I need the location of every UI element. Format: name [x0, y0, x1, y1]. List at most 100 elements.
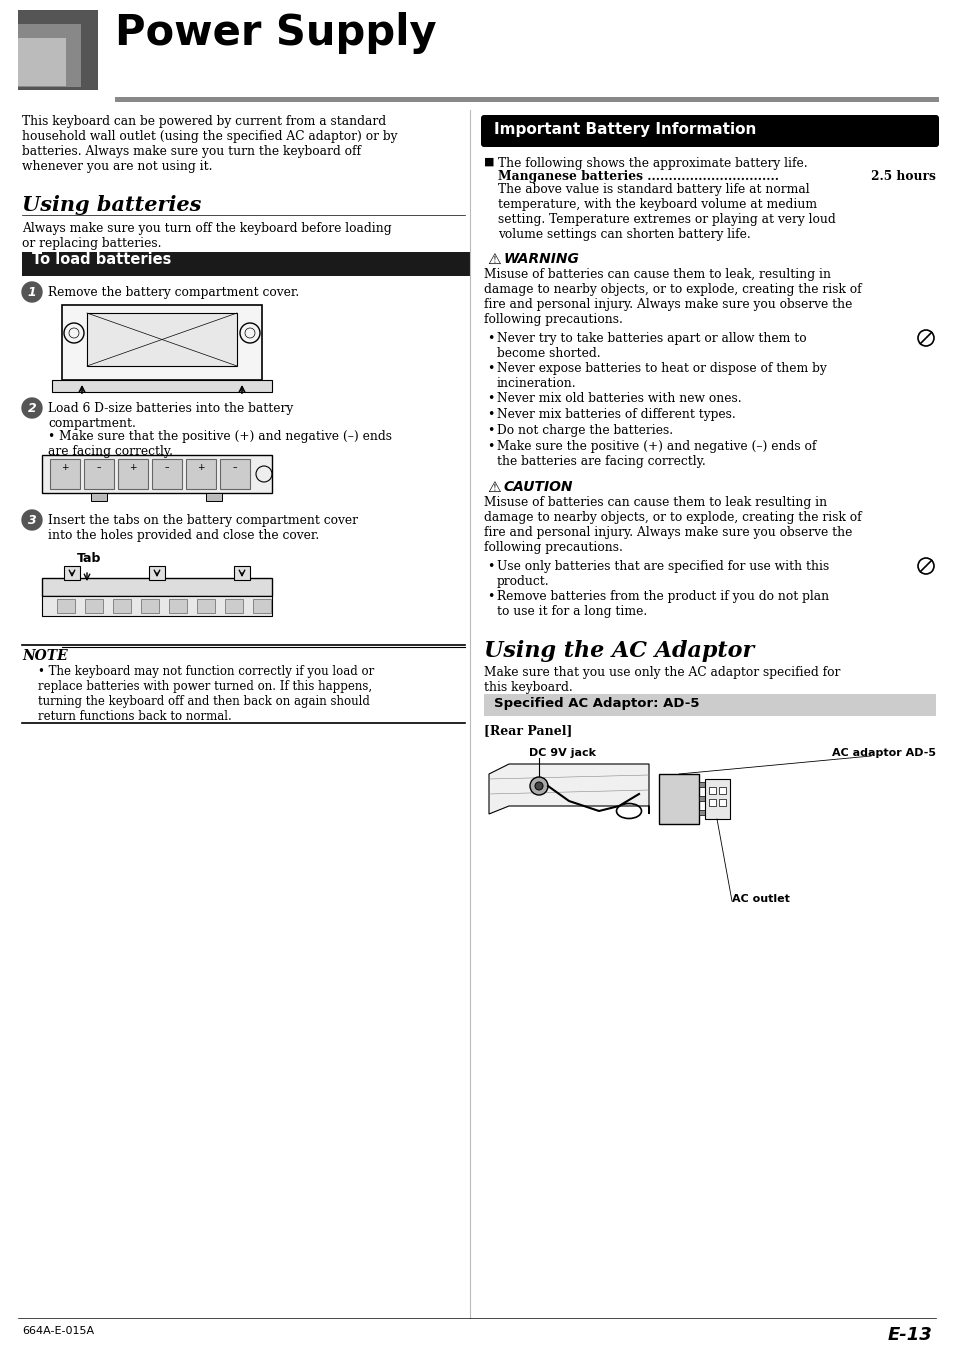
Bar — [196, 599, 214, 613]
Text: WARNING: WARNING — [503, 252, 579, 266]
Bar — [659, 774, 699, 824]
Text: 1: 1 — [28, 286, 36, 298]
Text: Remove the battery compartment cover.: Remove the battery compartment cover. — [48, 286, 299, 299]
Text: Insert the tabs on the battery compartment cover
into the holes provided and clo: Insert the tabs on the battery compartme… — [48, 514, 357, 542]
Text: Power Supply: Power Supply — [115, 12, 436, 54]
Text: • Make sure that the positive (+) and negative (–) ends
are facing correctly.: • Make sure that the positive (+) and ne… — [48, 430, 392, 458]
Text: The above value is standard battery life at normal
temperature, with the keyboar: The above value is standard battery life… — [497, 183, 835, 241]
Bar — [42, 578, 272, 596]
Bar — [708, 799, 716, 806]
Bar — [719, 787, 725, 794]
Bar — [18, 9, 98, 90]
Text: •: • — [486, 408, 494, 421]
Text: •: • — [486, 590, 494, 603]
Text: The following shows the approximate battery life.: The following shows the approximate batt… — [497, 156, 807, 170]
Text: •: • — [486, 392, 494, 404]
Text: 2.5 hours: 2.5 hours — [870, 170, 935, 183]
Bar — [699, 810, 704, 816]
Circle shape — [535, 782, 542, 790]
Text: ■: ■ — [483, 156, 494, 167]
Bar — [186, 460, 215, 489]
Text: CAUTION: CAUTION — [503, 480, 573, 493]
Text: Never mix batteries of different types.: Never mix batteries of different types. — [497, 408, 735, 421]
Text: Remove batteries from the product if you do not plan
to use it for a long time.: Remove batteries from the product if you… — [497, 590, 828, 617]
Bar — [50, 460, 80, 489]
Circle shape — [530, 776, 547, 795]
Bar — [22, 252, 470, 276]
Bar — [169, 599, 187, 613]
Bar — [84, 460, 113, 489]
Bar — [225, 599, 243, 613]
Bar — [699, 782, 704, 787]
Text: •: • — [486, 332, 494, 345]
Text: –: – — [96, 462, 101, 472]
Bar — [62, 305, 262, 380]
Text: Manganese batteries ...............................: Manganese batteries ....................… — [497, 170, 779, 183]
Text: 664A-E-015A: 664A-E-015A — [22, 1326, 94, 1336]
Text: Make sure the positive (+) and negative (–) ends of
the batteries are facing cor: Make sure the positive (+) and negative … — [497, 439, 816, 468]
Bar — [18, 24, 81, 88]
Bar — [719, 799, 725, 806]
Bar — [112, 599, 131, 613]
Bar — [704, 779, 729, 820]
Text: •: • — [486, 425, 494, 437]
Text: +: + — [197, 462, 205, 472]
Text: Important Battery Information: Important Battery Information — [494, 123, 756, 137]
Text: ⚠: ⚠ — [486, 252, 500, 267]
Text: 2: 2 — [28, 402, 36, 414]
Text: •: • — [486, 559, 494, 573]
Text: Do not charge the batteries.: Do not charge the batteries. — [497, 425, 673, 437]
Bar — [220, 460, 250, 489]
Bar — [87, 313, 236, 367]
Bar — [52, 380, 272, 392]
Text: +: + — [61, 462, 69, 472]
Text: [Rear Panel]: [Rear Panel] — [483, 724, 572, 737]
Text: E-13: E-13 — [886, 1326, 931, 1344]
Text: AC outlet: AC outlet — [731, 894, 789, 905]
Bar — [91, 493, 107, 501]
Bar — [483, 119, 935, 144]
Bar — [152, 460, 182, 489]
FancyBboxPatch shape — [480, 115, 938, 147]
Bar — [483, 694, 935, 716]
Text: Make sure that you use only the AC adaptor specified for
this keyboard.: Make sure that you use only the AC adapt… — [483, 666, 840, 694]
Text: Always make sure you turn off the keyboard before loading
or replacing batteries: Always make sure you turn off the keyboa… — [22, 222, 392, 249]
Bar — [18, 38, 66, 86]
Bar — [253, 599, 271, 613]
Bar — [141, 599, 159, 613]
Text: Misuse of batteries can cause them to leak, resulting in
damage to nearby object: Misuse of batteries can cause them to le… — [483, 268, 861, 326]
Bar — [708, 787, 716, 794]
Text: Misuse of batteries can cause them to leak resulting in
damage to nearby objects: Misuse of batteries can cause them to le… — [483, 496, 861, 554]
Text: •: • — [486, 439, 494, 453]
Text: Never try to take batteries apart or allow them to
become shorted.: Never try to take batteries apart or all… — [497, 332, 806, 360]
Text: Load 6 D-size batteries into the battery
compartment.: Load 6 D-size batteries into the battery… — [48, 402, 293, 430]
Bar — [206, 493, 222, 501]
Bar — [85, 599, 103, 613]
Bar — [699, 797, 704, 801]
Text: Use only batteries that are specified for use with this
product.: Use only batteries that are specified fo… — [497, 559, 828, 588]
Bar — [233, 566, 250, 580]
Text: ⚠: ⚠ — [486, 480, 500, 495]
Bar — [42, 456, 272, 493]
Text: +: + — [129, 462, 136, 472]
Text: NOTE: NOTE — [22, 648, 68, 663]
Text: Tab: Tab — [77, 551, 101, 565]
Circle shape — [22, 282, 42, 302]
Bar — [57, 599, 75, 613]
Text: –: – — [233, 462, 237, 472]
Text: 3: 3 — [28, 514, 36, 527]
Bar — [118, 460, 148, 489]
Polygon shape — [489, 764, 648, 814]
Bar — [115, 97, 938, 102]
Text: AC adaptor AD-5: AC adaptor AD-5 — [831, 748, 935, 758]
Bar — [64, 566, 80, 580]
Text: To load batteries: To load batteries — [32, 252, 172, 267]
Text: •: • — [486, 363, 494, 375]
Text: DC 9V jack: DC 9V jack — [529, 748, 596, 758]
Text: This keyboard can be powered by current from a standard
household wall outlet (u: This keyboard can be powered by current … — [22, 115, 397, 173]
Circle shape — [22, 510, 42, 530]
Bar — [149, 566, 165, 580]
Text: –: – — [165, 462, 169, 472]
Text: • The keyboard may not function correctly if you load or
replace batteries with : • The keyboard may not function correctl… — [38, 665, 374, 723]
Text: Never expose batteries to heat or dispose of them by
incineration.: Never expose batteries to heat or dispos… — [497, 363, 826, 390]
